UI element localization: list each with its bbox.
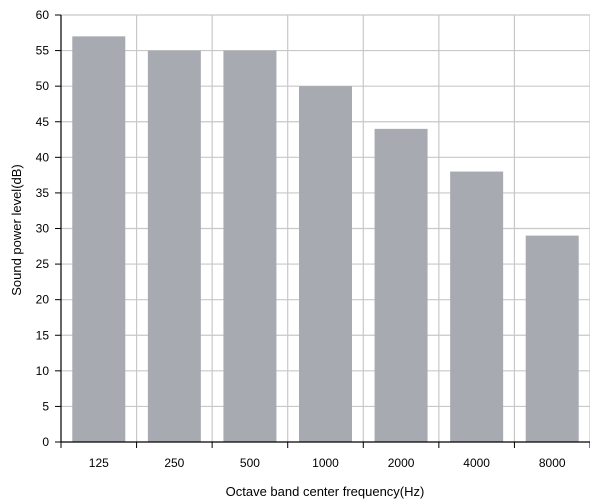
y-tick-label: 5 [42,399,49,413]
y-tick-label: 20 [36,293,50,307]
x-tick-label: 4000 [463,456,490,470]
axes [55,14,590,448]
y-axis-title: Sound power level(dB) [9,164,24,296]
bar-500 [223,50,277,442]
bar-2000 [374,128,428,442]
y-tick-label: 45 [36,115,50,129]
bar-4000 [450,171,504,443]
y-tick-label: 55 [36,44,50,58]
x-axis-title: Octave band center frequency(Hz) [226,484,425,499]
x-tick-label: 250 [164,456,184,470]
y-tick-labels: 0 5 10 15 20 25 30 35 40 45 50 55 60 [36,8,50,449]
y-tick-label: 60 [36,8,50,22]
y-tick-label: 15 [36,328,50,342]
y-tick-label: 10 [36,364,50,378]
bar-125 [72,36,126,442]
bars [72,36,579,443]
y-tick-label: 40 [36,150,50,164]
bar-250 [147,50,201,442]
x-tick-label: 1000 [312,456,339,470]
y-tick-label: 30 [36,222,50,236]
bar-8000 [525,235,579,442]
x-tick-label: 125 [89,456,109,470]
x-tick-labels: 125 250 500 1000 2000 4000 8000 [89,456,566,470]
y-tick-label: 50 [36,79,50,93]
x-tick-label: 8000 [539,456,566,470]
bar-1000 [299,86,352,443]
x-tick-label: 500 [240,456,260,470]
y-tick-label: 0 [42,435,49,449]
x-tick-label: 2000 [388,456,415,470]
y-tick-label: 35 [36,186,50,200]
y-tick-label: 25 [36,257,50,271]
